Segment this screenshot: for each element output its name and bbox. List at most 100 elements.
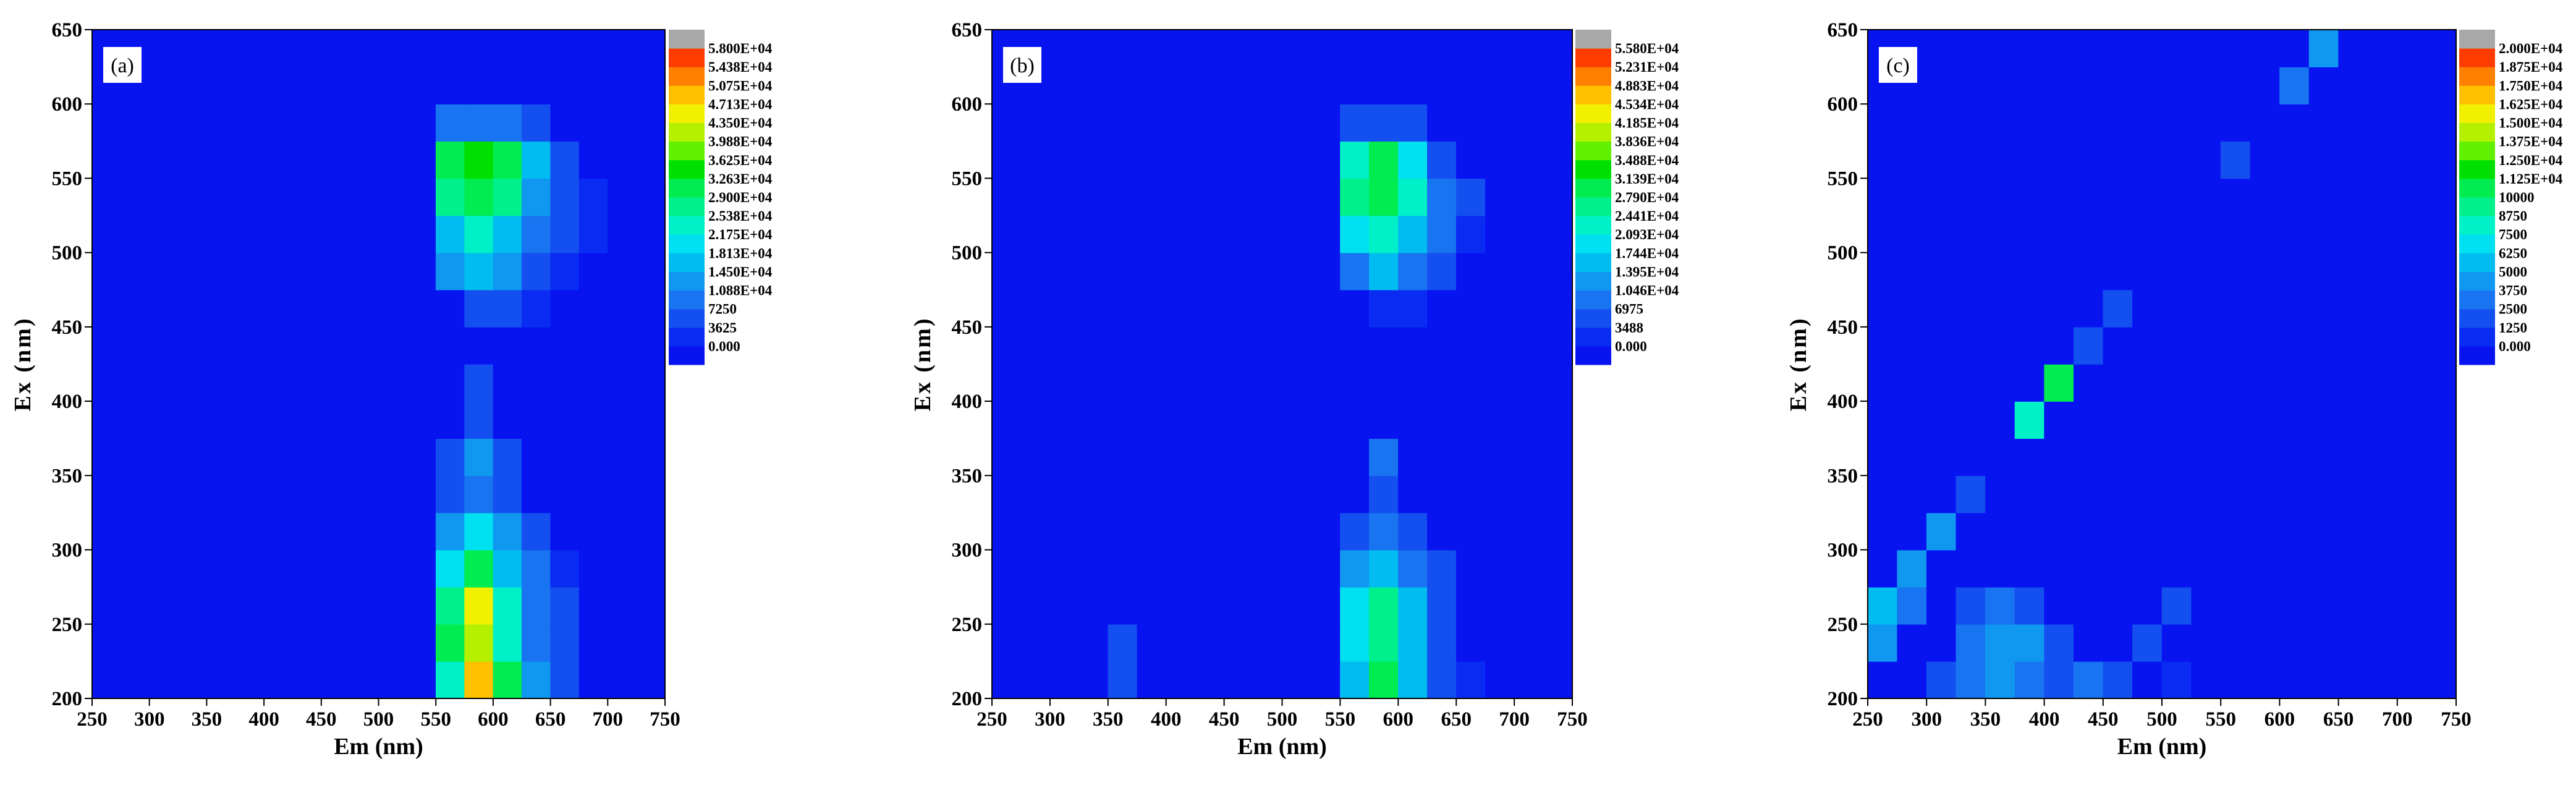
- contour-cell: [1955, 66, 1986, 104]
- contour-cell: [235, 512, 265, 551]
- x-tick-label: 450: [2088, 708, 2119, 731]
- colorbar-label: 2.000E+04: [2499, 41, 2563, 56]
- colorbar-label: 7250: [708, 302, 737, 317]
- contour-cell: [2132, 587, 2163, 625]
- contour-cell: [608, 401, 637, 439]
- contour-cell: [378, 587, 408, 625]
- colorbar-box: [1575, 122, 1611, 142]
- contour-cell: [608, 587, 637, 625]
- contour-cell: [1455, 103, 1486, 142]
- contour-cell: [1369, 661, 1399, 699]
- contour-cell: [2161, 587, 2192, 625]
- contour-cell: [1955, 438, 1986, 477]
- contour-cell: [263, 29, 294, 67]
- contour-cell: [349, 66, 379, 104]
- contour-cell: [1926, 587, 1957, 625]
- contour-cell: [2132, 178, 2163, 216]
- contour-cell: [1078, 512, 1109, 551]
- contour-cell: [1398, 252, 1428, 290]
- y-tick-label: 200: [52, 688, 83, 710]
- x-tick-label: 650: [2323, 708, 2354, 731]
- contour-cell: [578, 252, 609, 290]
- contour-cell: [1166, 215, 1196, 253]
- contour-cell: [991, 363, 1022, 402]
- contour-cell: [1311, 401, 1341, 439]
- contour-cell: [2367, 141, 2398, 179]
- contour-cell: [2338, 624, 2368, 662]
- contour-cell: [263, 326, 294, 365]
- contour-cell: [1020, 587, 1051, 625]
- contour-cell: [522, 66, 551, 104]
- x-tick-label: 500: [1267, 708, 1298, 731]
- contour-cell: [91, 549, 122, 588]
- contour-cell: [2308, 289, 2339, 328]
- contour-cell: [2250, 661, 2281, 699]
- contour-cell: [1897, 661, 1927, 699]
- contour-cell: [1282, 178, 1312, 216]
- contour-cell: [1543, 289, 1573, 328]
- contour-cell: [1985, 103, 2015, 142]
- contour-cell: [1340, 624, 1370, 662]
- contour-cell: [91, 289, 122, 328]
- contour-cell: [2191, 661, 2221, 699]
- contour-cell: [464, 252, 494, 290]
- contour-cell: [1955, 103, 1986, 142]
- y-tick-label: 650: [952, 19, 983, 41]
- contour-cell: [2132, 549, 2163, 588]
- contour-cell: [1514, 103, 1544, 142]
- contour-cell: [1955, 252, 1986, 290]
- contour-cell: [2161, 29, 2192, 67]
- contour-cell: [1485, 215, 1515, 253]
- contour-cell: [292, 363, 322, 402]
- x-tick-label: 600: [478, 708, 509, 731]
- colorbar-label: 1.250E+04: [2499, 153, 2563, 168]
- contour-cell: [522, 326, 551, 365]
- contour-cell: [1398, 215, 1428, 253]
- contour-cell: [991, 141, 1022, 179]
- contour-cell: [2279, 624, 2310, 662]
- contour-cell: [206, 475, 236, 514]
- x-tick-label: 500: [2146, 708, 2177, 731]
- y-tick-label: 500: [952, 242, 983, 265]
- contour-cell: [321, 549, 350, 588]
- x-axis-title: Em (nm): [2117, 734, 2207, 760]
- contour-cell: [2073, 141, 2104, 179]
- contour-cell: [1926, 66, 1957, 104]
- contour-cell: [91, 401, 122, 439]
- contour-cell: [91, 141, 122, 179]
- contour-cell: [464, 624, 494, 662]
- contour-cell: [1311, 363, 1341, 402]
- contour-cell: [1398, 512, 1428, 551]
- colorbar-box: [1575, 290, 1611, 310]
- contour-cell: [1514, 252, 1544, 290]
- contour-cell: [1543, 363, 1573, 402]
- contour-cell: [1020, 289, 1051, 328]
- y-tick-label: 600: [1828, 93, 1858, 116]
- contour-cell: [177, 66, 208, 104]
- contour-cell: [121, 141, 150, 179]
- contour-cell: [464, 661, 494, 699]
- contour-cell: [378, 141, 408, 179]
- contour-cell: [1311, 326, 1341, 365]
- colorbar-box: [2459, 308, 2495, 328]
- contour-cell: [1955, 512, 1986, 551]
- contour-cell: [1049, 438, 1080, 477]
- contour-cell: [2397, 475, 2428, 514]
- contour-cell: [493, 178, 523, 216]
- contour-cell: [1253, 438, 1283, 477]
- y-tick-label: 500: [52, 242, 83, 265]
- contour-cell: [2308, 178, 2339, 216]
- contour-cell: [2161, 475, 2192, 514]
- contour-cell: [2191, 141, 2221, 179]
- contour-cell: [2161, 289, 2192, 328]
- contour-cell: [263, 512, 294, 551]
- contour-cell: [121, 252, 150, 290]
- contour-cell: [1195, 363, 1225, 402]
- x-tick-label: 750: [1557, 708, 1588, 731]
- contour-cell: [2191, 624, 2221, 662]
- contour-cell: [1049, 475, 1080, 514]
- x-tick-label: 550: [1325, 708, 1356, 731]
- contour-cell: [435, 178, 465, 216]
- contour-cell: [550, 215, 580, 253]
- colorbar-label: 2.175E+04: [708, 227, 773, 242]
